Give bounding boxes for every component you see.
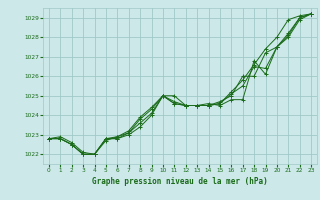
X-axis label: Graphe pression niveau de la mer (hPa): Graphe pression niveau de la mer (hPa) — [92, 177, 268, 186]
